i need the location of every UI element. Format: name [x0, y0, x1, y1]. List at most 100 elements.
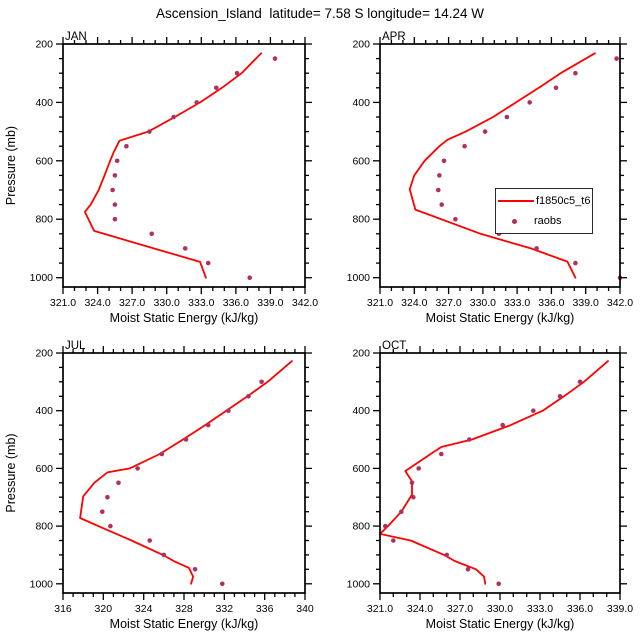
obs-point — [124, 143, 129, 149]
y-tick-label: 800 — [35, 521, 53, 533]
axis-ticks — [373, 346, 627, 600]
obs-point — [557, 394, 563, 399]
x-tick-label: 339.0 — [573, 297, 599, 309]
y-tick-label: 1000 — [347, 578, 371, 590]
legend-line-sample — [498, 199, 534, 202]
obs-point — [135, 466, 140, 471]
y-axis-title: Pressure (mb) — [4, 433, 18, 512]
obs-point — [171, 114, 176, 120]
obs-point — [100, 509, 105, 514]
obs-point — [439, 451, 444, 457]
axis-ticks — [373, 37, 627, 294]
model-line — [379, 360, 609, 585]
obs-point — [147, 129, 152, 134]
y-tick-label: 1000 — [30, 578, 54, 590]
x-tick-label: 340 — [296, 603, 314, 615]
x-tick-label: 321.0 — [367, 297, 393, 309]
obs-point — [614, 56, 619, 61]
axis-ticks — [56, 37, 312, 294]
obs-points — [110, 56, 278, 281]
panel-month-label: OCT — [382, 340, 406, 352]
x-tick-label: 316 — [54, 603, 72, 615]
legend-dot-sample — [512, 218, 517, 224]
y-tick-label: 200 — [35, 348, 53, 360]
y-tick-label: 200 — [35, 39, 53, 51]
obs-point — [467, 437, 472, 442]
x-axis-title: Moist Static Energy (kJ/kg) — [110, 617, 259, 631]
obs-point — [182, 246, 188, 251]
x-tick-label: 336.0 — [223, 297, 249, 309]
tick-labels: 321.0 324.0 327.0 330.0 333.0 336.0 339.0 342.0… — [30, 39, 319, 310]
x-tick-label: 330.0 — [154, 297, 180, 309]
legend-obs-label: raobs — [534, 215, 562, 228]
obs-point — [500, 422, 506, 428]
obs-point — [114, 158, 120, 164]
x-tick-label: 327.0 — [435, 297, 461, 309]
obs-point — [391, 538, 396, 543]
x-tick-label: 330.0 — [470, 297, 496, 309]
y-tick-label: 200 — [352, 348, 370, 360]
obs-point — [247, 275, 252, 281]
x-axis-title: Moist Static Energy (kJ/kg) — [426, 311, 575, 325]
x-tick-label: 328 — [175, 603, 193, 615]
panel-oct: 321.0 324.0 327.0 330.0 333.0 336.0 339.0 200 40… — [347, 340, 634, 631]
obs-point — [553, 85, 559, 91]
obs-point — [110, 187, 115, 193]
obs-points — [100, 379, 264, 587]
obs-point — [496, 581, 502, 587]
x-tick-label: 324.0 — [84, 297, 110, 309]
y-tick-label: 600 — [352, 155, 370, 167]
y-tick-label: 400 — [35, 97, 53, 109]
obs-point — [105, 494, 110, 500]
x-tick-label: 321.0 — [367, 603, 393, 615]
obs-point — [159, 451, 165, 457]
obs-point — [259, 379, 264, 385]
obs-point — [214, 85, 219, 91]
x-tick-label: 333.0 — [504, 297, 530, 309]
obs-point — [116, 480, 121, 486]
y-tick-label: 600 — [35, 155, 53, 167]
obs-point — [183, 437, 189, 442]
obs-point — [192, 567, 198, 572]
obs-point — [112, 202, 118, 207]
obs-point — [482, 129, 488, 134]
panel-month-label: JAN — [65, 31, 87, 43]
axis-ticks — [56, 346, 312, 600]
obs-point — [441, 158, 447, 164]
obs-point — [453, 216, 458, 222]
obs-point — [108, 523, 113, 529]
obs-point — [436, 187, 441, 193]
obs-point — [527, 100, 532, 105]
obs-point — [577, 379, 583, 385]
x-tick-label: 327.0 — [447, 603, 473, 615]
obs-point — [161, 552, 167, 558]
obs-points — [436, 56, 623, 281]
x-tick-label: 332 — [216, 603, 234, 615]
axis-frame — [379, 352, 621, 594]
panel-apr: 321.0 324.0 327.0 330.0 333.0 336.0 339.0 342.0… — [347, 31, 634, 325]
obs-point — [194, 100, 199, 105]
x-tick-label: 339.0 — [607, 603, 633, 615]
x-tick-label: 333.0 — [188, 297, 214, 309]
legend: f1850c5_t6 raobs — [495, 188, 593, 234]
axis-frame — [62, 352, 306, 594]
panel-month-label: JUL — [65, 340, 86, 352]
obs-point — [226, 408, 231, 414]
obs-point — [383, 523, 388, 529]
x-tick-label: 336.0 — [538, 297, 564, 309]
x-tick-label: 336 — [256, 603, 274, 615]
x-tick-label: 321.0 — [50, 297, 76, 309]
y-tick-label: 600 — [352, 463, 370, 475]
x-axis-title: Moist Static Energy (kJ/kg) — [426, 617, 575, 631]
obs-point — [531, 408, 536, 414]
obs-point — [409, 480, 415, 486]
axis-frame — [62, 43, 306, 288]
y-tick-label: 800 — [35, 214, 53, 226]
x-tick-label: 330.0 — [487, 603, 513, 615]
y-tick-label: 800 — [352, 214, 370, 226]
tick-labels: 321.0 324.0 327.0 330.0 333.0 336.0 339.0 200 40… — [347, 348, 634, 616]
obs-point — [573, 70, 578, 76]
tick-labels: 321.0 324.0 327.0 330.0 333.0 336.0 339.0 342.0… — [347, 39, 634, 310]
